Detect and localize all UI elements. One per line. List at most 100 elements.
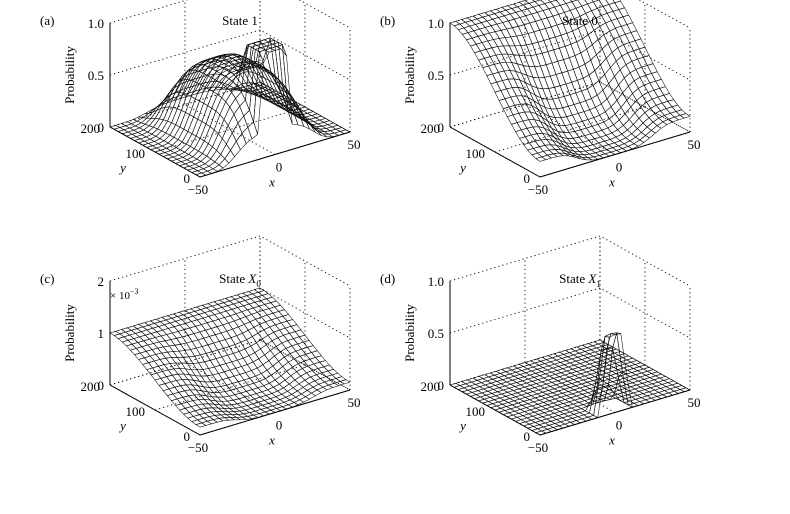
surface-cell <box>578 400 590 405</box>
floor-gridline <box>109 339 261 386</box>
surface-cell <box>592 39 603 56</box>
surface-cell <box>286 366 297 377</box>
surface-cell <box>162 154 174 160</box>
surface-cell <box>223 408 235 413</box>
surface-cell <box>548 423 560 428</box>
surface-mesh <box>449 332 691 436</box>
z-axis-label: Probability <box>62 46 77 104</box>
surface-cell <box>607 124 618 134</box>
x-tick-label: 0 <box>616 160 623 175</box>
surface-cell <box>310 374 321 382</box>
surface-cell <box>556 0 567 6</box>
surface-cell <box>158 140 169 147</box>
surface-cell <box>642 117 654 128</box>
surface-cell <box>601 127 613 136</box>
surface-cell <box>611 47 623 62</box>
surface-cell <box>560 360 571 365</box>
surface-cell <box>198 312 210 319</box>
surface-cell <box>176 157 188 162</box>
surface-cell <box>586 370 597 375</box>
surface-cell <box>597 34 609 50</box>
surface-cell <box>248 289 259 295</box>
surface-cell <box>269 379 280 388</box>
surface-cell <box>580 396 591 401</box>
surface-cell <box>263 382 274 391</box>
surface-cell <box>217 302 229 308</box>
surface-cell <box>330 128 341 134</box>
surface-cell <box>558 399 570 404</box>
z-tick-label: 0 <box>438 378 445 393</box>
surface-cell <box>175 161 186 166</box>
surface-cell <box>186 384 197 391</box>
surface-cell <box>499 385 510 391</box>
surface-cell <box>623 390 634 396</box>
surface-cell <box>472 14 484 20</box>
surface-cell <box>605 395 617 400</box>
surface-cell <box>550 384 561 389</box>
surface-cell <box>585 359 596 365</box>
surface-cell <box>619 113 630 126</box>
surface-cell <box>515 370 526 375</box>
z-tick-label: 1.0 <box>428 16 444 31</box>
surface-cell <box>506 27 517 38</box>
surface-cell <box>546 417 557 422</box>
surface-cell <box>547 402 558 408</box>
surface-cell <box>491 391 502 396</box>
surface-cell <box>531 41 543 55</box>
surface-cell <box>668 116 679 123</box>
surface-cell <box>165 317 177 324</box>
x-tick-label: 50 <box>348 137 361 152</box>
surface-cell <box>498 400 509 405</box>
surface-cell <box>216 411 227 416</box>
surface-cell <box>247 307 258 315</box>
surface-cell <box>531 379 543 384</box>
surface-cell <box>571 381 582 387</box>
surface-cell <box>550 144 561 150</box>
surface-cell <box>587 355 598 361</box>
surface-cell <box>546 357 557 363</box>
surface-cell <box>178 151 189 158</box>
surface-cell <box>273 383 284 392</box>
surface-cell <box>174 343 186 352</box>
surface-cell <box>572 402 584 407</box>
surface-cell <box>262 360 274 371</box>
surface-cell <box>675 385 687 390</box>
surface-cell <box>578 365 589 371</box>
surface-cell <box>569 350 580 356</box>
surface-cell <box>534 0 545 6</box>
surface-cell <box>563 401 574 407</box>
surface-cell <box>221 305 233 312</box>
surface-cell <box>319 118 330 123</box>
surface-cell <box>323 120 334 125</box>
surface-cell <box>219 298 230 303</box>
surface-cell <box>282 361 293 372</box>
y-tick-label: 0 <box>524 171 531 186</box>
z-tick-label: 2 <box>98 274 105 289</box>
surface-cell <box>253 380 264 389</box>
surface-cell <box>275 394 287 400</box>
surface-cell <box>523 399 534 404</box>
surface-cell <box>167 313 178 319</box>
surface-cell <box>159 319 171 325</box>
surface-cell <box>549 398 560 404</box>
surface-cell <box>628 112 640 125</box>
surface-cell <box>547 378 558 383</box>
surface-cell <box>194 309 205 315</box>
surface-cell <box>515 70 526 83</box>
surface-cell <box>503 398 515 403</box>
surface-cell <box>577 0 588 7</box>
surface-cell <box>535 156 547 162</box>
surface-cell <box>278 356 289 367</box>
surface-cell <box>650 105 661 114</box>
surface-cell <box>635 132 646 141</box>
surface-cell <box>647 379 659 385</box>
surface-cell <box>556 392 567 398</box>
surface-cell <box>204 158 216 167</box>
surface-cell <box>624 72 635 87</box>
surface-cell <box>555 382 567 388</box>
surface-cell <box>533 424 544 429</box>
surface-cell <box>539 422 550 428</box>
surface-mesh <box>109 287 351 428</box>
surface-cell <box>581 382 592 387</box>
surface-cell <box>315 115 326 121</box>
